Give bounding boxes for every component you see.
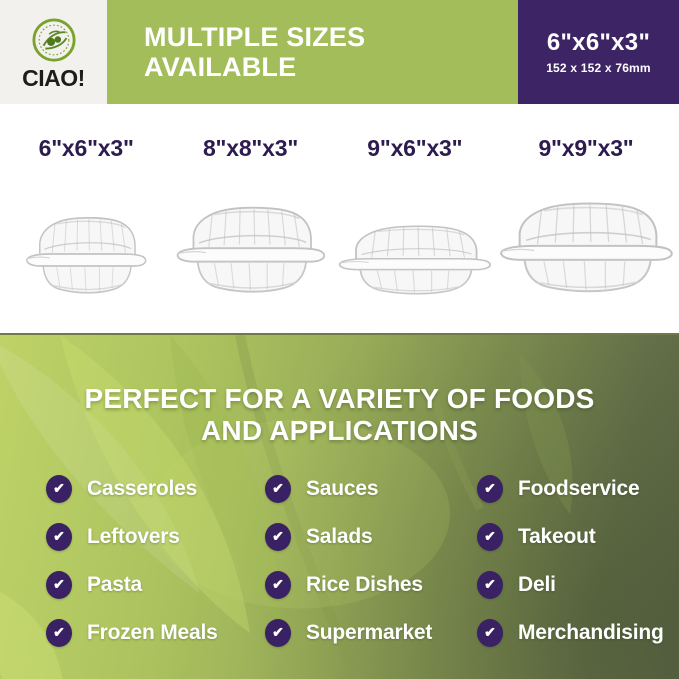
container-photo-9x9 xyxy=(497,168,675,302)
check-icon: ✔ xyxy=(46,618,72,647)
check-item: ✔ Leftovers xyxy=(46,522,265,551)
check-item-label: Casseroles xyxy=(87,476,198,500)
container-photo-9x6 xyxy=(333,168,497,302)
check-icon: ✔ xyxy=(265,570,291,599)
size-option-9x9: 9"x9"x3" xyxy=(497,104,675,333)
check-item-label: Merchandising xyxy=(518,620,664,644)
check-item-label: Supermarket xyxy=(306,620,433,644)
check-icon: ✔ xyxy=(477,618,503,647)
check-item: ✔ Foodservice xyxy=(477,474,664,503)
check-icon: ✔ xyxy=(46,474,72,503)
banner-line1: MULTIPLE SIZES xyxy=(144,21,366,52)
checklist: ✔ Casseroles ✔ Leftovers ✔ Pasta ✔ Froze… xyxy=(0,474,679,667)
banner-text: MULTIPLE SIZES AVAILABLE xyxy=(144,22,365,83)
check-icon: ✔ xyxy=(265,618,291,647)
check-icon: ✔ xyxy=(477,474,503,503)
check-item: ✔ Salads xyxy=(265,522,477,551)
check-item-label: Sauces xyxy=(306,476,379,500)
olive-emblem-icon xyxy=(31,17,76,62)
check-item-label: Foodservice xyxy=(518,476,640,500)
size-label: 9"x6"x3" xyxy=(367,135,463,161)
size-callout-imperial: 6"x6"x3" xyxy=(546,29,651,56)
brand-name: CIAO! xyxy=(22,64,85,91)
banner-line2: AVAILABLE xyxy=(144,52,297,82)
check-icon: ✔ xyxy=(265,522,291,551)
size-label: 6"x6"x3" xyxy=(38,135,134,161)
check-item: ✔ Supermarket xyxy=(265,618,477,647)
header: CIAO! MULTIPLE SIZES AVAILABLE 6"x6"x3" … xyxy=(0,0,679,104)
checklist-column-2: ✔ Sauces ✔ Salads ✔ Rice Dishes ✔ Superm… xyxy=(265,474,477,667)
check-item-label: Takeout xyxy=(518,524,596,548)
check-item: ✔ Rice Dishes xyxy=(265,570,477,599)
checklist-column-1: ✔ Casseroles ✔ Leftovers ✔ Pasta ✔ Froze… xyxy=(46,474,265,667)
size-callout-metric: 152 x 152 x 76mm xyxy=(546,61,651,75)
features-section: PERFECT FOR A VARIETY OF FOODS AND APPLI… xyxy=(0,333,679,679)
checklist-column-3: ✔ Foodservice ✔ Takeout ✔ Deli ✔ Merchan… xyxy=(477,474,664,667)
check-item: ✔ Frozen Meals xyxy=(46,618,265,647)
features-heading-line1: PERFECT FOR A VARIETY OF FOODS xyxy=(84,383,595,414)
check-item-label: Pasta xyxy=(87,572,143,596)
check-item-label: Deli xyxy=(518,572,556,596)
olive-leaves-background xyxy=(0,335,573,679)
size-option-8x8: 8"x8"x3" xyxy=(168,104,332,333)
check-icon: ✔ xyxy=(46,522,72,551)
check-item-label: Rice Dishes xyxy=(306,572,423,596)
check-item: ✔ Takeout xyxy=(477,522,664,551)
size-label: 8"x8"x3" xyxy=(202,135,299,161)
logo-box: CIAO! xyxy=(0,0,107,104)
size-label: 9"x9"x3" xyxy=(538,135,634,161)
multiple-sizes-banner: MULTIPLE SIZES AVAILABLE xyxy=(107,0,518,104)
check-item: ✔ Casseroles xyxy=(46,474,265,503)
check-item: ✔ Sauces xyxy=(265,474,477,503)
sizes-row: 6"x6"x3" 8"x8"x3" 9"x6"x3" 9"x9"x3" xyxy=(0,104,679,333)
features-heading: PERFECT FOR A VARIETY OF FOODS AND APPLI… xyxy=(0,383,679,448)
container-photo-8x8 xyxy=(168,168,332,302)
size-option-6x6: 6"x6"x3" xyxy=(4,104,168,333)
check-item: ✔ Merchandising xyxy=(477,618,664,647)
check-item: ✔ Pasta xyxy=(46,570,265,599)
check-item-label: Salads xyxy=(306,524,373,548)
container-photo-6x6 xyxy=(4,168,168,302)
check-item-label: Leftovers xyxy=(87,524,180,548)
check-item-label: Frozen Meals xyxy=(87,620,218,644)
check-icon: ✔ xyxy=(265,474,291,503)
check-icon: ✔ xyxy=(46,570,72,599)
check-item: ✔ Deli xyxy=(477,570,664,599)
size-option-9x6: 9"x6"x3" xyxy=(333,104,497,333)
check-icon: ✔ xyxy=(477,570,503,599)
size-callout: 6"x6"x3" 152 x 152 x 76mm xyxy=(518,0,679,104)
check-icon: ✔ xyxy=(477,522,503,551)
features-heading-line2: AND APPLICATIONS xyxy=(201,415,478,447)
